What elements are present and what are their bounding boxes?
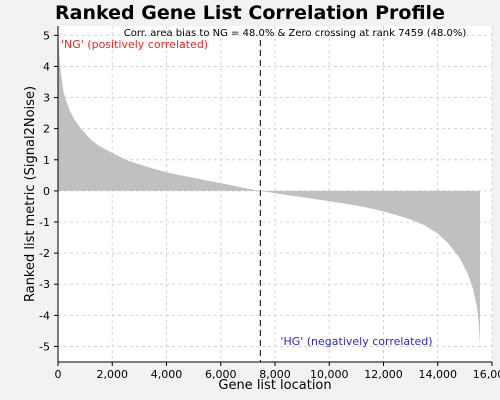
negative-correlation-label: 'HG' (negatively correlated)	[280, 335, 432, 348]
correlation-area-fill	[58, 26, 480, 345]
y-tick-label: 1	[43, 154, 50, 167]
y-tick-label: 3	[43, 92, 50, 105]
y-tick-label: -2	[39, 247, 50, 260]
y-tick-label: -4	[39, 309, 50, 322]
correlation-area	[58, 26, 480, 345]
axes: 0 2,000 4,000 6,000 8,000 10,000 12,000 14,000 1…	[39, 26, 500, 381]
x-axis-label: Gene list location	[218, 378, 331, 393]
x-tick-label: 0	[55, 368, 62, 381]
x-tick-label: 14,000	[419, 368, 458, 381]
x-tick-label: 12,000	[364, 368, 403, 381]
y-axis-label: Ranked list metric (Signal2Noise)	[23, 86, 38, 302]
x-tick-label: 10,000	[310, 368, 349, 381]
chart-title: Ranked Gene List Correlation Profile	[55, 2, 445, 24]
x-tick-label: 8,000	[259, 368, 291, 381]
y-tick-label: -1	[39, 216, 50, 229]
x-tick-label: 2,000	[97, 368, 129, 381]
y-tick-label: -3	[39, 278, 50, 291]
positive-correlation-label: 'NG' (positively correlated)	[61, 38, 208, 51]
y-tick-label: 0	[43, 185, 50, 198]
x-tick-label: 16,000	[473, 368, 500, 381]
y-tick-label: 2	[43, 123, 50, 136]
x-tick-label: 4,000	[151, 368, 183, 381]
y-tick-label: 4	[43, 60, 50, 73]
x-tick-label: 6,000	[205, 368, 237, 381]
y-tick-label: 5	[43, 29, 50, 42]
y-tick-label: -5	[39, 340, 50, 353]
correlation-annotation: Corr. area bias to NG = 48.0% & Zero cro…	[124, 28, 467, 39]
